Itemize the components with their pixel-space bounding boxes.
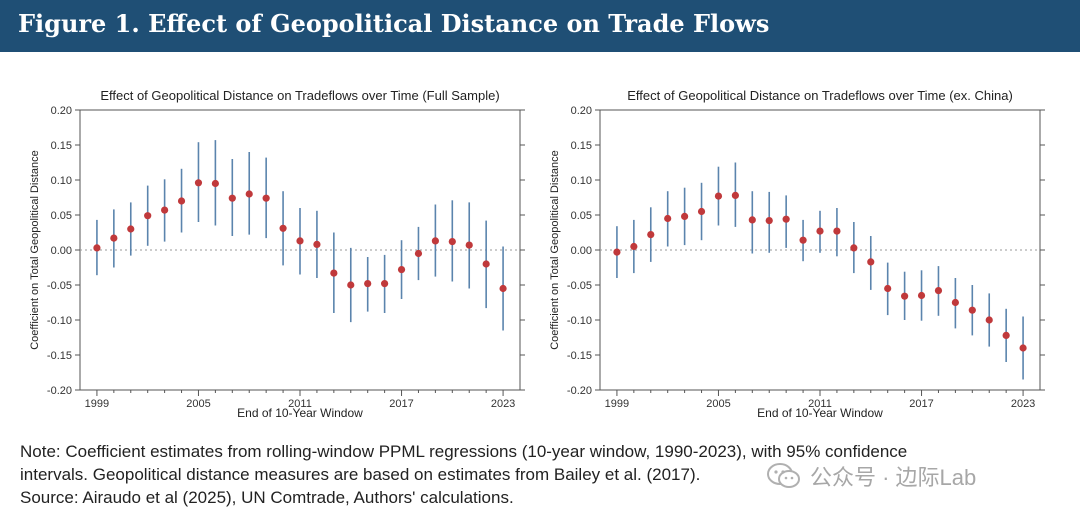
data-point [985, 316, 993, 324]
y-tick-label: 0.10 [51, 175, 72, 187]
data-point [917, 291, 926, 300]
data-point [681, 212, 689, 220]
y-tick-label: 0.15 [51, 140, 72, 152]
data-point [664, 214, 672, 223]
data-point [647, 231, 655, 239]
data-point [901, 292, 909, 300]
data-point [482, 260, 490, 268]
data-point [731, 191, 739, 199]
x-tick-label: 2005 [186, 398, 210, 410]
data-point [968, 306, 976, 314]
chart-title: Effect of Geopolitical Distance on Trade… [627, 88, 1013, 103]
x-axis-label: End of 10-Year Window [237, 406, 363, 420]
x-tick-label: 1999 [605, 398, 629, 410]
note-line-1: Note: Coefficient estimates from rolling… [20, 442, 908, 461]
data-point [364, 280, 372, 288]
data-point [144, 212, 152, 220]
y-tick-label: -0.20 [47, 385, 72, 397]
y-tick-label: 0.00 [571, 245, 592, 257]
chart-ex-china: Effect of Geopolitical Distance on Trade… [549, 88, 1045, 420]
y-tick-label: -0.10 [567, 315, 592, 327]
data-point [748, 216, 756, 224]
data-point [499, 284, 507, 293]
y-tick-label: 0.00 [51, 245, 72, 257]
data-point [414, 249, 423, 258]
chart-full-sample: Effect of Geopolitical Distance on Trade… [29, 88, 525, 420]
data-point [884, 284, 892, 293]
y-tick-label: 0.10 [571, 175, 592, 187]
data-point [431, 237, 439, 245]
watermark: 公众号 · 边际Lab [766, 458, 976, 494]
y-tick-label: -0.20 [567, 385, 592, 397]
x-axis-label: End of 10-Year Window [757, 406, 883, 420]
data-point [613, 248, 621, 256]
data-point [765, 217, 773, 225]
y-tick-label: 0.05 [571, 210, 592, 222]
y-tick-label: 0.15 [571, 140, 592, 152]
x-tick-label: 2017 [909, 398, 933, 410]
data-point [867, 258, 875, 266]
y-tick-label: 0.20 [571, 105, 592, 117]
y-axis-label: Coefficient on Total Geopolitical Distan… [29, 150, 41, 350]
data-point [127, 225, 135, 233]
data-point [714, 192, 723, 200]
data-point [782, 215, 790, 223]
data-point [1019, 344, 1027, 352]
data-point [211, 179, 219, 188]
data-point [697, 207, 706, 216]
data-point [934, 287, 943, 295]
data-point [93, 244, 101, 252]
x-tick-label: 2023 [491, 398, 515, 410]
data-point [397, 266, 406, 274]
data-point [465, 241, 473, 249]
x-tick-label: 2017 [389, 398, 413, 410]
x-tick-label: 2005 [706, 398, 730, 410]
y-tick-label: -0.15 [567, 350, 592, 362]
y-tick-label: -0.10 [47, 315, 72, 327]
data-point [850, 244, 858, 252]
data-point [330, 269, 338, 277]
data-point [279, 224, 287, 232]
wechat-icon [767, 463, 800, 488]
data-point [630, 242, 638, 251]
data-point [799, 236, 807, 244]
data-point [161, 206, 169, 214]
data-point [313, 240, 321, 248]
data-point [381, 280, 389, 288]
data-point [833, 227, 841, 235]
note-source: Source: Airaudo et al (2025), UN Comtrad… [20, 488, 514, 507]
watermark-text: 公众号 · 边际Lab [810, 465, 977, 490]
y-axis-label: Coefficient on Total Geopolitical Distan… [549, 150, 561, 350]
data-point [245, 190, 253, 198]
chart-title: Effect of Geopolitical Distance on Trade… [100, 88, 499, 103]
data-point [228, 194, 236, 202]
x-tick-label: 1999 [85, 398, 109, 410]
data-point [296, 237, 304, 245]
x-tick-label: 2011 [288, 398, 312, 410]
note-line-2: intervals. Geopolitical distance measure… [20, 465, 701, 484]
data-point [194, 179, 203, 187]
data-point [177, 197, 186, 205]
figure-note: Note: Coefficient estimates from rolling… [20, 440, 1060, 509]
y-tick-label: -0.05 [567, 280, 592, 292]
x-tick-label: 2011 [808, 398, 832, 410]
data-point [448, 238, 456, 246]
y-tick-label: 0.20 [51, 105, 72, 117]
data-point [1002, 331, 1010, 339]
data-point [347, 281, 355, 289]
figure-title: Figure 1. Effect of Geopolitical Distanc… [18, 9, 770, 38]
y-tick-label: -0.15 [47, 350, 72, 362]
y-tick-label: -0.05 [47, 280, 72, 292]
data-point [262, 194, 270, 202]
y-tick-label: 0.05 [51, 210, 72, 222]
data-point [110, 234, 118, 242]
figure-banner: Figure 1. Effect of Geopolitical Distanc… [0, 0, 1080, 52]
x-tick-label: 2023 [1011, 398, 1035, 410]
data-point [816, 227, 824, 235]
data-point [951, 298, 959, 307]
